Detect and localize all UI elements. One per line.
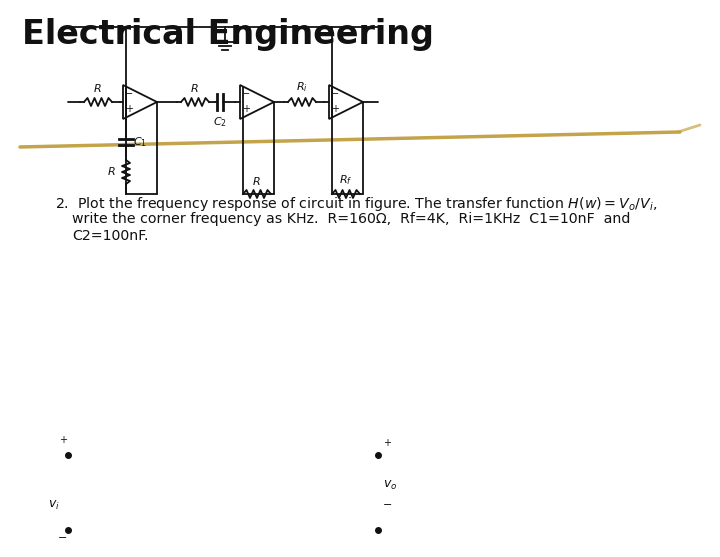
- Text: $R_i$: $R_i$: [296, 80, 308, 94]
- Text: −: −: [383, 500, 392, 510]
- Text: +: +: [383, 438, 391, 448]
- Text: $C_2$: $C_2$: [213, 115, 227, 129]
- Text: $v_o$: $v_o$: [383, 478, 397, 491]
- Text: R: R: [253, 177, 261, 187]
- Text: +: +: [125, 105, 133, 115]
- Text: R: R: [191, 84, 199, 94]
- Text: −: −: [242, 90, 250, 100]
- Text: −: −: [125, 90, 133, 100]
- Text: +: +: [242, 105, 250, 115]
- Text: 2.  Plot the frequency response of circuit in figure. The transfer function $H(w: 2. Plot the frequency response of circui…: [55, 195, 657, 213]
- Text: +: +: [59, 435, 67, 445]
- Text: R: R: [94, 84, 102, 94]
- Text: $C_1$: $C_1$: [133, 135, 147, 149]
- Text: $v_i$: $v_i$: [48, 499, 60, 511]
- Text: R: R: [108, 167, 116, 177]
- Text: $R_f$: $R_f$: [339, 173, 353, 187]
- Text: Electrical Engineering: Electrical Engineering: [22, 18, 434, 51]
- Text: +: +: [331, 105, 339, 115]
- Text: write the corner frequency as KHz.  R=160Ω,  Rf=4K,  Ri=1KHz  C1=10nF  and: write the corner frequency as KHz. R=160…: [72, 212, 631, 226]
- Text: −: −: [58, 533, 68, 543]
- Text: C2=100nF.: C2=100nF.: [72, 229, 148, 243]
- Text: −: −: [331, 90, 339, 100]
